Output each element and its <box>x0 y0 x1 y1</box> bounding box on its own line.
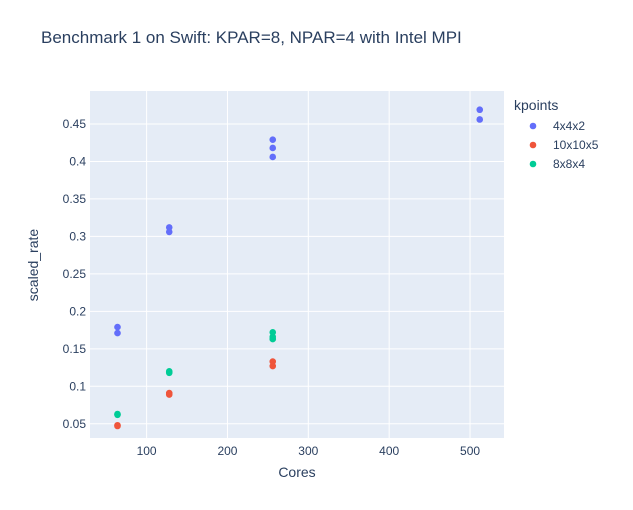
data-point[interactable] <box>476 116 484 123</box>
legend-marker <box>529 122 537 130</box>
legend-label[interactable]: 4x4x2 <box>553 119 585 133</box>
legend: kpoints 4x4x2 10x10x5 8x8x4 <box>514 97 599 171</box>
x-tick-label: 200 <box>217 444 237 458</box>
y-tick-label: 0.3 <box>69 229 86 243</box>
legend-marker <box>529 160 537 168</box>
data-points <box>114 106 484 430</box>
data-point[interactable] <box>476 106 484 114</box>
data-point[interactable] <box>269 362 277 370</box>
y-tick-label: 0.4 <box>69 154 86 168</box>
y-tick-label: 0.05 <box>63 417 87 431</box>
legend-title: kpoints <box>514 97 558 113</box>
legend-items: 4x4x2 10x10x5 8x8x4 <box>529 119 599 171</box>
legend-marker <box>529 141 537 149</box>
tick-labels: 100 200 300 400 500 0.05 0.1 0.15 0.2 0.25 0.3 0.35… <box>63 117 481 458</box>
data-point[interactable] <box>269 153 277 161</box>
y-tick-label: 0.2 <box>69 304 86 318</box>
x-tick-label: 500 <box>460 444 480 458</box>
data-point[interactable] <box>269 136 277 144</box>
data-point[interactable] <box>114 422 121 430</box>
data-point[interactable] <box>114 411 121 419</box>
legend-label[interactable]: 8x8x4 <box>553 157 585 171</box>
x-tick-label: 400 <box>379 444 399 458</box>
data-point[interactable] <box>114 329 121 337</box>
gridlines <box>90 91 504 438</box>
data-point[interactable] <box>165 369 173 377</box>
y-tick-label: 0.1 <box>69 379 86 393</box>
y-tick-label: 0.45 <box>63 117 87 131</box>
data-point[interactable] <box>269 335 277 343</box>
data-point[interactable] <box>165 391 173 398</box>
chart-title: Benchmark 1 on Swift: KPAR=8, NPAR=4 wit… <box>41 28 462 47</box>
y-tick-label: 0.25 <box>63 267 87 281</box>
x-tick-label: 300 <box>298 444 318 458</box>
plot-area <box>90 91 504 438</box>
x-tick-label: 100 <box>137 444 157 458</box>
x-axis-title: Cores <box>278 464 315 480</box>
data-point[interactable] <box>269 144 277 152</box>
y-tick-label: 0.35 <box>63 192 87 206</box>
data-point[interactable] <box>165 228 173 236</box>
data-point[interactable] <box>114 323 121 331</box>
legend-label[interactable]: 10x10x5 <box>553 138 599 152</box>
y-axis-title: scaled_rate <box>25 229 41 302</box>
y-tick-label: 0.15 <box>63 342 87 356</box>
